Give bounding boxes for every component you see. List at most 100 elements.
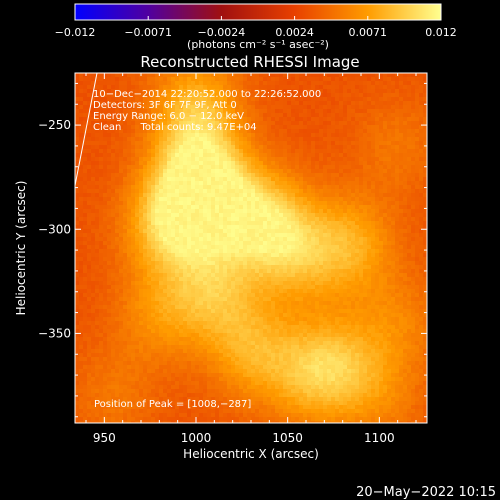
heatmap-cell bbox=[87, 97, 92, 102]
heatmap-cell bbox=[387, 149, 392, 154]
heatmap-cell bbox=[367, 245, 372, 250]
heatmap-cell bbox=[411, 145, 416, 150]
heatmap-cell bbox=[215, 233, 220, 238]
heatmap-cell bbox=[335, 213, 340, 218]
heatmap-cell bbox=[111, 253, 116, 258]
heatmap-cell bbox=[187, 105, 192, 110]
heatmap-cell bbox=[315, 189, 320, 194]
heatmap-cell bbox=[327, 253, 332, 258]
heatmap-cell bbox=[111, 109, 116, 114]
heatmap-cell bbox=[175, 145, 180, 150]
heatmap-cell bbox=[371, 225, 376, 230]
heatmap-cell bbox=[115, 145, 120, 150]
heatmap-cell bbox=[395, 189, 400, 194]
heatmap-cell bbox=[223, 97, 228, 102]
heatmap-cell bbox=[103, 281, 108, 286]
heatmap-cell bbox=[399, 149, 404, 154]
heatmap-cell bbox=[363, 229, 368, 234]
heatmap-cell bbox=[107, 293, 112, 298]
heatmap-cell bbox=[379, 293, 384, 298]
heatmap-cell bbox=[383, 117, 388, 122]
heatmap-cell bbox=[315, 237, 320, 242]
heatmap-cell bbox=[259, 293, 264, 298]
heatmap-cell bbox=[383, 153, 388, 158]
heatmap-cell bbox=[103, 181, 108, 186]
heatmap-cell bbox=[239, 273, 244, 278]
heatmap-cell bbox=[343, 181, 348, 186]
heatmap-cell bbox=[415, 93, 420, 98]
heatmap-cell bbox=[363, 105, 368, 110]
heatmap-cell bbox=[387, 221, 392, 226]
heatmap-cell bbox=[135, 229, 140, 234]
heatmap-cell bbox=[299, 113, 304, 118]
heatmap-cell bbox=[235, 177, 240, 182]
heatmap-cell bbox=[211, 209, 216, 214]
heatmap-cell bbox=[371, 253, 376, 258]
heatmap-cell bbox=[259, 109, 264, 114]
heatmap-cell bbox=[359, 133, 364, 138]
heatmap-cell bbox=[107, 109, 112, 114]
heatmap-cell bbox=[135, 93, 140, 98]
heatmap-cell bbox=[355, 177, 360, 182]
heatmap-cell bbox=[351, 237, 356, 242]
heatmap-cell bbox=[387, 253, 392, 258]
heatmap-cell bbox=[243, 81, 248, 86]
heatmap-cell bbox=[303, 285, 308, 290]
heatmap-cell bbox=[275, 93, 280, 98]
heatmap-cell bbox=[419, 189, 424, 194]
heatmap-cell bbox=[235, 249, 240, 254]
heatmap-cell bbox=[115, 249, 120, 254]
heatmap-cell bbox=[155, 217, 160, 222]
heatmap-cell bbox=[235, 89, 240, 94]
heatmap-cell bbox=[151, 217, 156, 222]
heatmap-cell bbox=[187, 129, 192, 134]
heatmap-cell bbox=[171, 293, 176, 298]
heatmap-cell bbox=[315, 73, 320, 78]
heatmap-cell bbox=[379, 285, 384, 290]
heatmap-cell bbox=[163, 249, 168, 254]
heatmap-cell bbox=[115, 253, 120, 258]
heatmap-cell bbox=[211, 233, 216, 238]
heatmap-cell bbox=[279, 225, 284, 230]
heatmap-cell bbox=[295, 233, 300, 238]
heatmap-cell bbox=[415, 121, 420, 126]
heatmap-cell bbox=[231, 149, 236, 154]
heatmap-cell bbox=[243, 73, 248, 78]
heatmap-cell bbox=[199, 157, 204, 162]
heatmap-cell bbox=[247, 293, 252, 298]
heatmap-cell bbox=[155, 257, 160, 262]
heatmap-cell bbox=[403, 121, 408, 126]
heatmap-cell bbox=[123, 281, 128, 286]
heatmap-cell bbox=[271, 145, 276, 150]
heatmap-cell bbox=[423, 89, 427, 94]
heatmap-cell bbox=[179, 217, 184, 222]
heatmap-cell bbox=[119, 153, 124, 158]
heatmap-cell bbox=[175, 225, 180, 230]
heatmap-cell bbox=[151, 157, 156, 162]
heatmap-cell bbox=[199, 89, 204, 94]
heatmap-cell bbox=[159, 125, 164, 130]
heatmap-cell bbox=[183, 109, 188, 114]
heatmap-cell bbox=[367, 97, 372, 102]
heatmap-cell bbox=[87, 85, 92, 90]
heatmap-cell bbox=[119, 169, 124, 174]
heatmap-cell bbox=[227, 193, 232, 198]
heatmap-cell bbox=[315, 273, 320, 278]
heatmap-cell bbox=[283, 297, 288, 302]
heatmap-cell bbox=[155, 273, 160, 278]
heatmap-cell bbox=[311, 85, 316, 90]
heatmap-cell bbox=[291, 289, 296, 294]
heatmap-cell bbox=[139, 201, 144, 206]
heatmap-cell bbox=[103, 269, 108, 274]
heatmap-cell bbox=[151, 141, 156, 146]
heatmap-cell bbox=[287, 141, 292, 146]
heatmap-cell bbox=[95, 109, 100, 114]
heatmap-cell bbox=[227, 149, 232, 154]
heatmap-cell bbox=[251, 77, 256, 82]
heatmap-cell bbox=[399, 241, 404, 246]
heatmap-cell bbox=[371, 97, 376, 102]
heatmap-cell bbox=[323, 161, 328, 166]
heatmap-cell bbox=[383, 121, 388, 126]
heatmap-cell bbox=[391, 169, 396, 174]
heatmap-cell bbox=[139, 113, 144, 118]
